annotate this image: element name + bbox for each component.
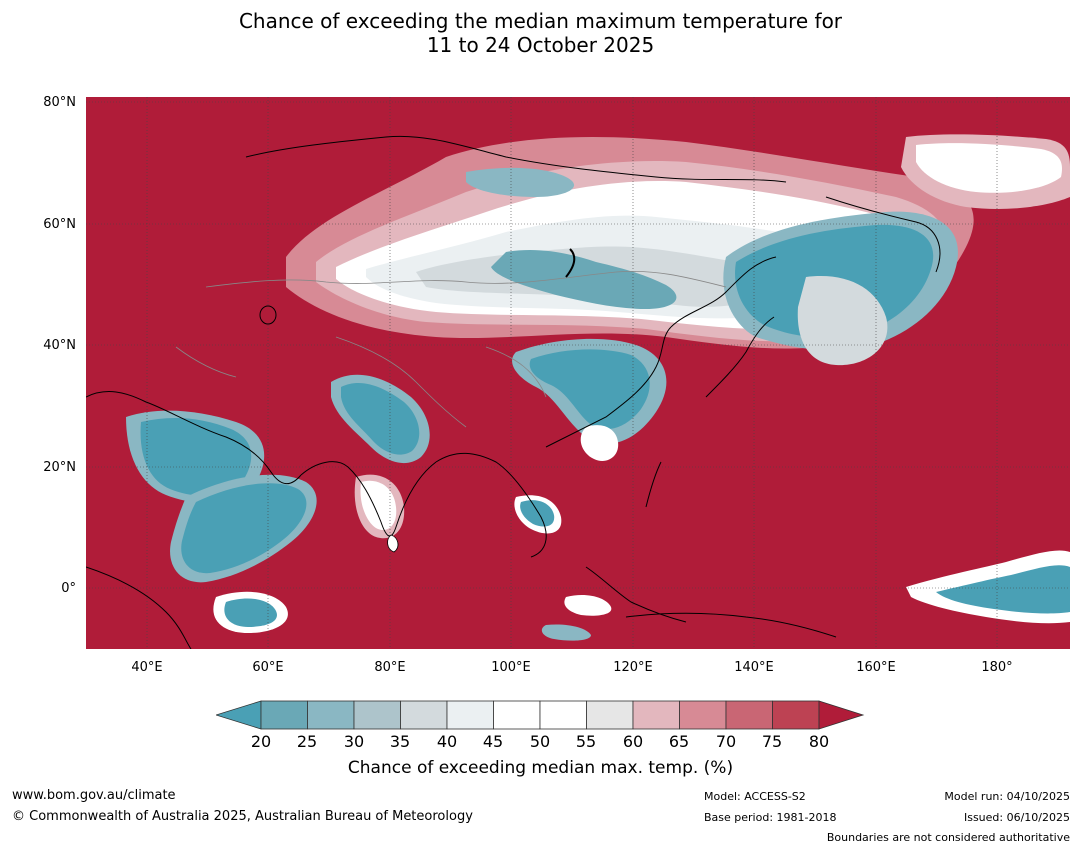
arabian-sea-probability-region [170, 474, 317, 634]
lat-label-20n: 20°N [43, 460, 76, 475]
colorbar-tick: 65 [668, 732, 690, 751]
map-title-line-1: Chance of exceeding the median maximum t… [238, 9, 843, 33]
boundaries-disclaimer: Boundaries are not considered authoritat… [826, 831, 1070, 844]
website-link[interactable]: www.bom.gov.au/climate [12, 788, 176, 803]
colorbar-tick: 50 [529, 732, 551, 751]
colorbar-tick: 80 [808, 732, 830, 751]
colorbar-tick: 45 [482, 732, 504, 751]
india-probability-region [331, 374, 430, 539]
colorbar-cell [446, 700, 494, 730]
colorbar-extend-low [216, 700, 262, 730]
lat-label-60n: 60°N [43, 217, 76, 232]
colorbar-tick: 70 [715, 732, 737, 751]
colorbar [216, 700, 865, 730]
coastlines [86, 135, 941, 649]
lat-label-80n: 80°N [43, 95, 76, 110]
lon-label-40e: 40°E [131, 660, 163, 675]
colorbar-tick: 75 [761, 732, 783, 751]
north-pacific-probability-region [901, 134, 1070, 209]
lon-label-80e: 80°E [374, 660, 406, 675]
country-borders [175, 271, 727, 428]
caspian-sea [259, 305, 277, 325]
colorbar-tick: 40 [436, 732, 458, 751]
lon-label-100e: 100°E [491, 660, 531, 675]
base-period: Base period: 1981-2018 [704, 811, 837, 824]
arabia-probability-region [126, 410, 265, 503]
colorbar-cell [307, 700, 355, 730]
colorbar-cell [400, 700, 448, 730]
colorbar-cell [586, 700, 634, 730]
lat-label-40n: 40°N [43, 338, 76, 353]
equatorial-pacific-probability-region [906, 550, 1070, 624]
colorbar-tick: 60 [622, 732, 644, 751]
sri-lanka [387, 534, 399, 553]
colorbar-tick: 55 [575, 732, 597, 751]
lat-label-equator: 0° [61, 581, 76, 596]
colorbar-tick: 25 [296, 732, 318, 751]
lon-label-120e: 120°E [613, 660, 653, 675]
issued-date: Issued: 06/10/2025 [963, 811, 1070, 824]
colorbar-tick: 20 [250, 732, 272, 751]
copyright-notice: © Commonwealth of Australia 2025, Austra… [12, 809, 473, 824]
southeast-asia-probability-region [514, 495, 612, 641]
colorbar-cell [260, 700, 308, 730]
colorbar-cell [679, 700, 727, 730]
map-title-line-2: 11 to 24 October 2025 [426, 33, 655, 57]
colorbar-tick: 30 [343, 732, 365, 751]
east-china-probability-region [512, 338, 667, 462]
lon-label-180: 180° [981, 660, 1013, 675]
colorbar-cell [539, 700, 587, 730]
far-east-probability-region [723, 201, 958, 366]
colorbar-label: Chance of exceeding median max. temp. (%… [347, 758, 734, 778]
forecast-map [86, 97, 1070, 649]
lon-label-160e: 160°E [856, 660, 896, 675]
colorbar-extend-high [818, 700, 865, 730]
colorbar-cell [493, 700, 541, 730]
graticule [86, 97, 1070, 649]
lake-baikal [565, 248, 576, 278]
colorbar-cell [632, 700, 680, 730]
map-canvas [86, 97, 1070, 649]
colorbar-cell [725, 700, 773, 730]
colorbar-tick: 35 [389, 732, 411, 751]
colorbar-cell [353, 700, 401, 730]
lon-label-140e: 140°E [734, 660, 774, 675]
lon-label-60e: 60°E [252, 660, 284, 675]
model-name: Model: ACCESS-S2 [704, 790, 806, 803]
model-run-date: Model run: 04/10/2025 [944, 790, 1070, 803]
colorbar-cell [772, 700, 820, 730]
